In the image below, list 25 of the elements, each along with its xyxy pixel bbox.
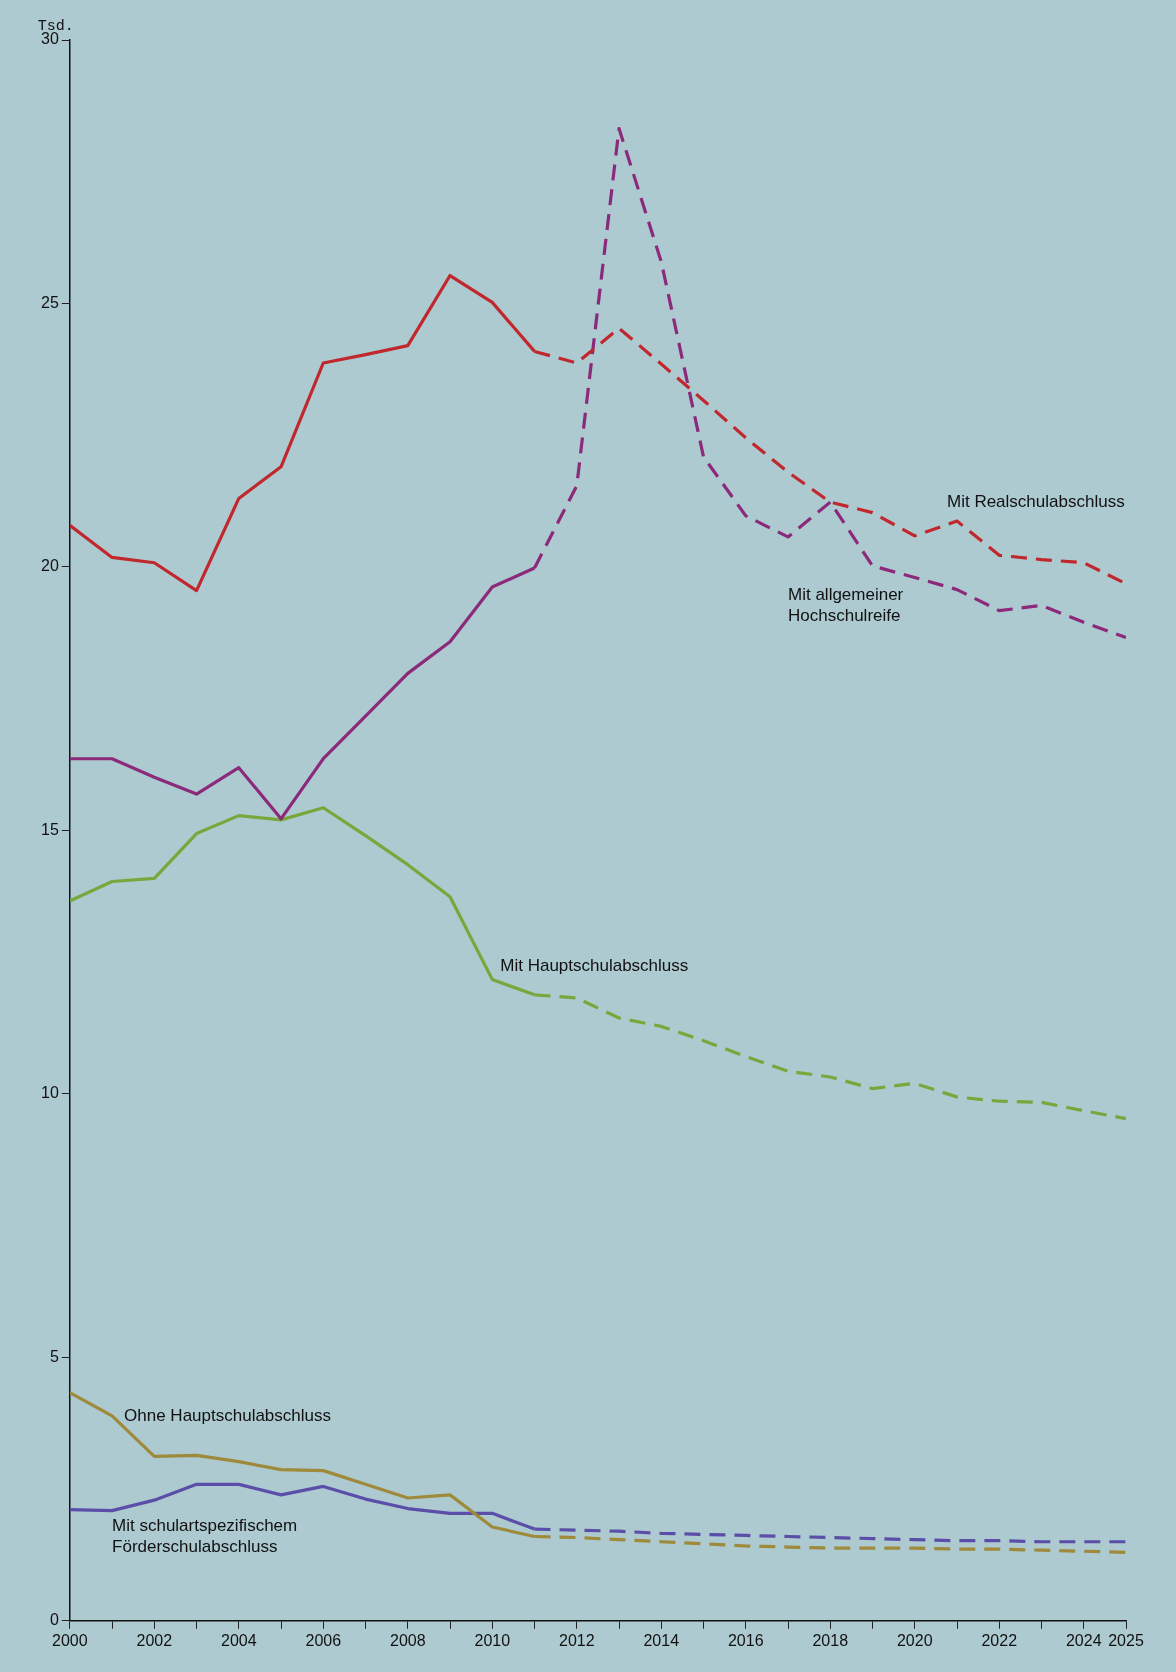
- y-tick-label: 20: [41, 557, 59, 575]
- series-label: Mit allgemeiner Hochschulreife: [788, 584, 904, 625]
- series-label: Ohne Hauptschulabschluss: [124, 1405, 332, 1425]
- y-tick-label: 0: [49, 1611, 59, 1629]
- y-tick-label: 5: [49, 1347, 59, 1365]
- x-tick-label: 2002: [136, 1631, 173, 1649]
- x-tick-label: 2006: [305, 1631, 342, 1649]
- x-tick-label: 2008: [389, 1631, 426, 1649]
- y-tick-label: 10: [41, 1084, 59, 1102]
- x-tick-label: 2010: [474, 1631, 511, 1649]
- x-tick-label: 2000: [52, 1631, 88, 1649]
- series-label: Mit Realschulabschluss: [947, 491, 1125, 511]
- y-tick-label: 15: [41, 820, 59, 838]
- x-tick-label: 2020: [896, 1631, 933, 1649]
- x-tick-label: 2004: [220, 1631, 257, 1649]
- x-tick-label: 2018: [812, 1631, 849, 1649]
- x-tick-label: 2012: [558, 1631, 595, 1649]
- x-tick-label: 2022: [981, 1631, 1018, 1649]
- series-label: Mit Hauptschulabschluss: [500, 956, 689, 976]
- x-tick-label: 2014: [643, 1631, 680, 1649]
- x-tick-label: 2016: [727, 1631, 764, 1649]
- x-tick-label: 2024: [1065, 1631, 1102, 1649]
- x-tick-label: 2025: [1108, 1631, 1144, 1649]
- y-tick-label: 25: [41, 293, 59, 311]
- series-label: Mit schulartspezifischem Förderschulabschluss: [112, 1516, 298, 1557]
